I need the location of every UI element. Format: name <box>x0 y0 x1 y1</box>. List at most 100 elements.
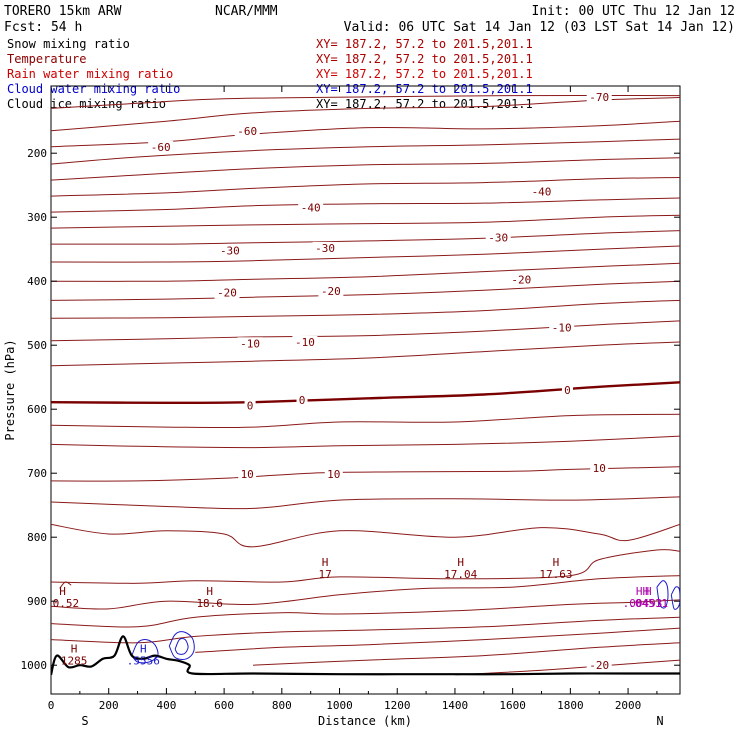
x-axis-label: Distance (km) <box>318 714 412 728</box>
high-marker-value: 18.6 <box>196 597 223 610</box>
temperature-contour--35 <box>51 230 680 245</box>
temperature-contour-35 <box>51 575 680 610</box>
x-tick-label: 1200 <box>384 699 411 712</box>
y-tick-label: 500 <box>27 339 47 352</box>
x-tick-label: 2000 <box>615 699 642 712</box>
temperature-label-bg <box>148 140 174 153</box>
temperature-label-bg <box>244 399 256 412</box>
temperature-label-bg <box>298 201 324 214</box>
high-marker: H <box>140 642 147 655</box>
high-marker-value: 20.52 <box>46 597 79 610</box>
high-marker: HH <box>636 585 649 598</box>
cloud-water-contour <box>656 580 669 609</box>
legend-section-coords: XY= 187.2, 57.2 to 201.5,201.1 <box>316 82 533 96</box>
temperature-label-bg <box>217 244 243 257</box>
temperature-contour-10 <box>51 435 680 449</box>
temperature-label-bg <box>214 286 240 299</box>
legend-label: Cloud ice mixing ratio <box>7 97 166 111</box>
temperature-label-bg <box>237 337 263 350</box>
temperature-contour-40 <box>51 599 680 628</box>
temperature-label: 0 <box>299 394 306 407</box>
high-marker: H <box>322 556 329 569</box>
terrain-line <box>51 635 680 676</box>
cloud-water-contour <box>131 639 159 664</box>
cloud-water-contour <box>174 638 189 655</box>
temperature-contour-15 <box>51 466 680 482</box>
temperature-contour-45 <box>51 616 680 644</box>
temperature-label: -60 <box>151 141 171 154</box>
temperature-label: -20 <box>511 273 531 286</box>
temperature-contour--10 <box>51 320 680 342</box>
temperature-label: -20 <box>321 285 341 298</box>
temperature-label: -40 <box>301 202 321 215</box>
legend-section-coords: XY= 187.2, 57.2 to 201.5,201.1 <box>316 67 533 81</box>
temperature-contour--40 <box>51 214 680 229</box>
temperature-label: -20 <box>217 287 237 300</box>
forecast-hour: Fcst: 54 h <box>4 20 82 35</box>
high-marker-value: 17.04 <box>444 568 477 581</box>
temperature-label-bg <box>508 273 534 286</box>
y-axis-label: Pressure (hPa) <box>3 339 17 440</box>
temperature-contour--25 <box>51 262 680 282</box>
temperature-label: -60 <box>237 125 257 138</box>
high-marker: H <box>59 585 66 598</box>
temperature-label: -70 <box>589 91 609 104</box>
temperature-label: -30 <box>220 244 240 257</box>
temperature-label: -40 <box>532 186 552 199</box>
y-tick-label: 600 <box>27 403 47 416</box>
temperature-contour--60 <box>51 138 680 165</box>
snow-contour <box>59 581 72 589</box>
temperature-label-bg <box>590 462 609 475</box>
temperature-contour--30 <box>51 245 680 263</box>
high-marker-value: .00493 <box>623 597 663 610</box>
center-name: NCAR/MMM <box>215 4 278 19</box>
y-tick-label: 200 <box>27 147 47 160</box>
temperature-label: -10 <box>240 337 260 350</box>
high-marker: H <box>71 642 78 655</box>
temperature-contour-50 <box>195 627 680 653</box>
legend-label: Rain water mixing ratio <box>7 67 173 81</box>
temperature-contour-0 <box>51 381 680 405</box>
legend: Snow mixing ratio XY= 187.2, 57.2 to 201.… <box>7 37 533 111</box>
high-marker-value: .5556 <box>127 654 160 667</box>
x-tick-label: 800 <box>272 699 292 712</box>
temperature-label: -10 <box>552 321 572 334</box>
cloud-water-contour <box>670 586 680 610</box>
high-marker: H <box>206 585 213 598</box>
x-axis-start-label: S <box>81 714 88 728</box>
legend-section-coords: XY= 187.2, 57.2 to 201.5,201.1 <box>316 97 533 111</box>
x-tick-label: 1600 <box>499 699 526 712</box>
high-marker-value: .04511 <box>628 597 668 610</box>
model-name: TORERO 15km ARW <box>4 4 122 19</box>
temperature-label-bg <box>312 241 338 254</box>
temperature-label: 10 <box>241 468 254 481</box>
x-tick-label: 400 <box>156 699 176 712</box>
x-tick-label: 200 <box>99 699 119 712</box>
temperature-contour--55 <box>51 157 680 181</box>
temperature-label-bg <box>324 467 343 480</box>
temperature-contour--50 <box>51 177 680 197</box>
temperature-label: -10 <box>295 336 315 349</box>
legend-section-coords: XY= 187.2, 57.2 to 201.5,201.1 <box>316 37 533 51</box>
x-tick-label: 1400 <box>442 699 469 712</box>
temperature-label-bg <box>292 336 318 348</box>
temperature-label-bg <box>238 467 257 480</box>
cloud-water-contour <box>168 631 195 660</box>
temperature-label-bg <box>485 231 511 244</box>
header: TORERO 15km ARW NCAR/MMM Init: 00 UTC Th… <box>4 4 735 35</box>
temperature-label-bg <box>549 321 575 334</box>
temperature-label-bg <box>234 124 260 137</box>
temperature-label-bg <box>318 284 344 297</box>
valid-time: Valid: 06 UTC Sat 14 Jan 12 (03 LST Sat … <box>344 20 735 35</box>
high-marker: H <box>645 585 652 598</box>
init-time: Init: 00 UTC Thu 12 Jan 12 <box>532 4 736 19</box>
temperature-contour--15 <box>51 299 680 319</box>
y-tick-label: 1000 <box>21 659 48 672</box>
temperature-label-bg <box>529 185 555 198</box>
temperature-contour-5 <box>51 413 680 429</box>
y-tick-label: 300 <box>27 211 47 224</box>
temperature-contour-20 <box>51 496 680 510</box>
legend-label: Cloud water mixing ratio <box>7 82 180 96</box>
legend-label: Temperature <box>7 52 86 66</box>
